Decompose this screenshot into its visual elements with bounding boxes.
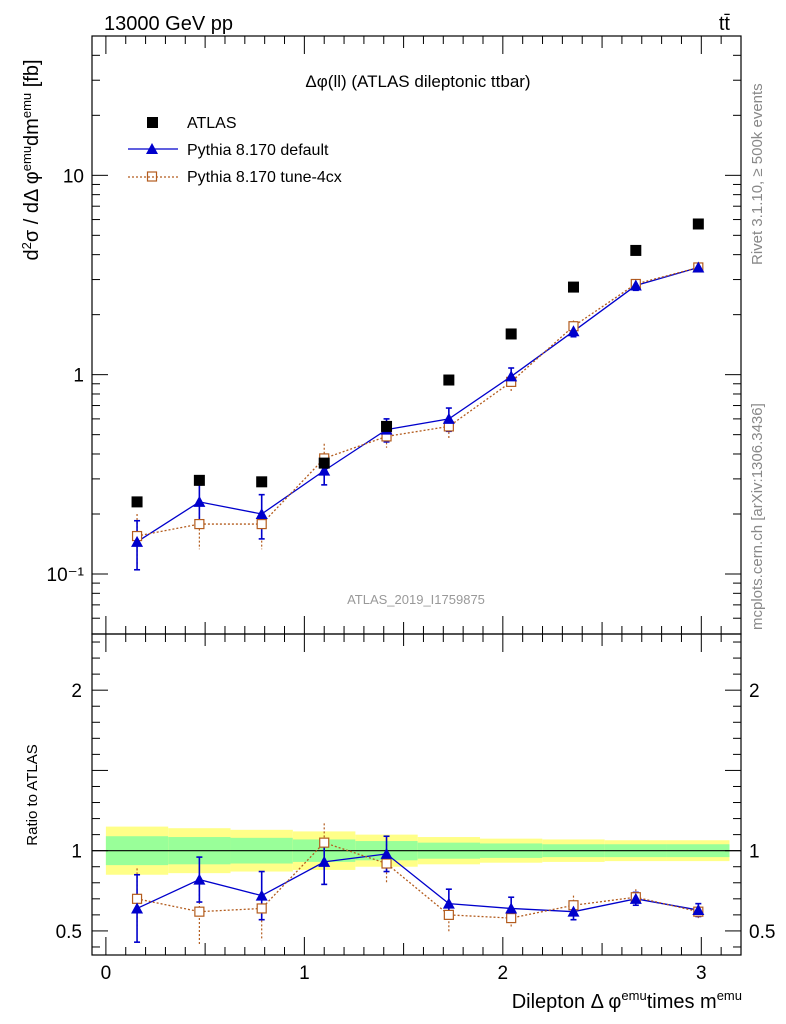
y-tick-label-main: 10 — [63, 166, 84, 187]
ratio-point-tune — [381, 858, 392, 869]
ratio-point-default — [318, 855, 331, 867]
ratio-point-tune — [443, 909, 454, 920]
point-atlas — [443, 374, 455, 386]
ratio-point-tune — [256, 903, 267, 914]
point-default — [255, 507, 268, 519]
series-line-default — [136, 266, 699, 543]
rivet-label: Rivet 3.1.10, ≥ 500k events — [749, 83, 766, 265]
ratio-point-default — [255, 889, 268, 901]
y-tick-label-ratio: 2 — [71, 681, 82, 702]
process-label: tt̄ — [719, 13, 731, 35]
point-atlas — [692, 218, 704, 230]
point-atlas — [567, 281, 579, 293]
ratio-point-default — [692, 904, 705, 916]
legend: ATLAS Pythia 8.170 default Pythia 8.170 … — [128, 115, 342, 186]
x-axis-label: Dilepton Δ φemutimes memu — [512, 988, 742, 1013]
y-tick-label-main: 10⁻¹ — [47, 565, 85, 586]
mcplots-label: mcplots.cern.ch [arXiv:1306.3436] — [749, 403, 766, 630]
y-tick-label-ratio-right: 0.5 — [749, 922, 775, 943]
legend-marker-tune — [146, 171, 158, 182]
ratio-point-default — [567, 905, 580, 917]
legend-marker-atlas — [147, 117, 158, 128]
y-tick-label-ratio-right: 1 — [749, 842, 760, 863]
point-default — [505, 370, 518, 382]
point-default — [318, 464, 331, 476]
ratio-point-tune — [194, 906, 205, 917]
point-atlas — [318, 457, 330, 469]
point-default — [567, 325, 580, 337]
point-tune — [256, 518, 267, 530]
point-atlas — [193, 474, 205, 486]
y-tick-label-ratio-right: 2 — [749, 681, 760, 702]
ratio-line-tune — [136, 841, 699, 919]
legend-label-atlas: ATLAS — [187, 115, 237, 132]
ratio-point-default — [131, 902, 144, 914]
ratio-panel: 0.5 0.5 1 1 2 2 — [56, 633, 775, 956]
ratio-point-default — [380, 847, 393, 859]
x-tick-label: 0 — [101, 963, 112, 984]
x-tick-label: 3 — [696, 963, 707, 984]
energy-label: 13000 GeV pp — [104, 13, 233, 35]
point-atlas — [131, 496, 143, 508]
analysis-watermark: ATLAS_2019_I1759875 — [347, 592, 485, 607]
point-default — [131, 535, 144, 547]
ratio-line-default — [136, 853, 699, 913]
ratio-point-tune — [319, 837, 330, 848]
series-line-tune — [136, 266, 699, 537]
legend-label-tune: Pythia 8.170 tune-4cx — [187, 169, 342, 186]
y-tick-label-ratio: 0.5 — [56, 922, 82, 943]
ratio-point-default — [442, 897, 455, 909]
y-tick-label-main: 1 — [73, 366, 84, 387]
ratio-point-tune — [131, 893, 143, 904]
point-atlas — [505, 328, 517, 340]
ratio-y-axis-label: Ratio to ATLAS — [24, 744, 41, 845]
ratio-point-tune — [506, 912, 517, 924]
ratio-point-default — [505, 902, 518, 914]
point-default — [193, 495, 206, 507]
chart-title: Δφ(ll) (ATLAS dileptonic ttbar) — [305, 72, 530, 91]
point-default — [629, 279, 642, 291]
ratio-point-default — [629, 892, 642, 904]
point-default — [442, 412, 455, 424]
point-atlas — [381, 420, 393, 432]
x-tick-label: 2 — [498, 963, 509, 984]
ratio-point-default — [193, 873, 206, 885]
legend-label-default: Pythia 8.170 default — [187, 142, 329, 159]
y-tick-label-ratio: 1 — [71, 842, 82, 863]
legend-marker-default — [146, 143, 158, 154]
point-atlas — [630, 244, 642, 256]
point-atlas — [256, 476, 268, 488]
y-axis-label: d2σ / dΔ φemudmemu [fb] — [19, 59, 43, 260]
point-tune — [194, 518, 205, 530]
point-default — [692, 261, 705, 273]
x-tick-label: 1 — [299, 963, 310, 984]
ratio-frame — [91, 633, 742, 956]
